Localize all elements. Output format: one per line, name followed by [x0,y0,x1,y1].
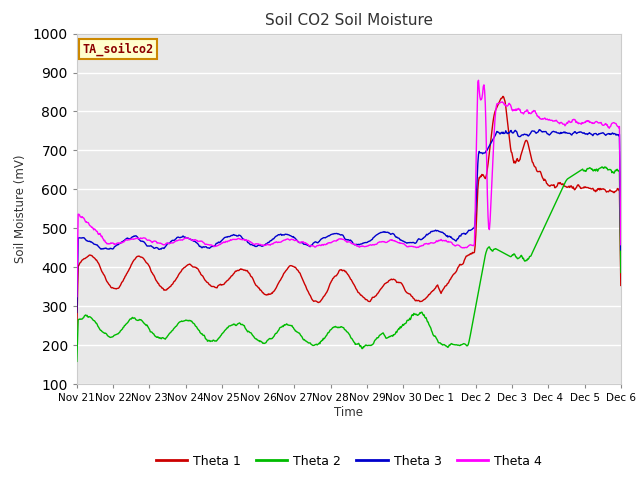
Y-axis label: Soil Moisture (mV): Soil Moisture (mV) [14,155,27,263]
X-axis label: Time: Time [334,406,364,419]
Legend: Theta 1, Theta 2, Theta 3, Theta 4: Theta 1, Theta 2, Theta 3, Theta 4 [150,450,547,473]
Title: Soil CO2 Soil Moisture: Soil CO2 Soil Moisture [265,13,433,28]
Text: TA_soilco2: TA_soilco2 [82,42,154,56]
